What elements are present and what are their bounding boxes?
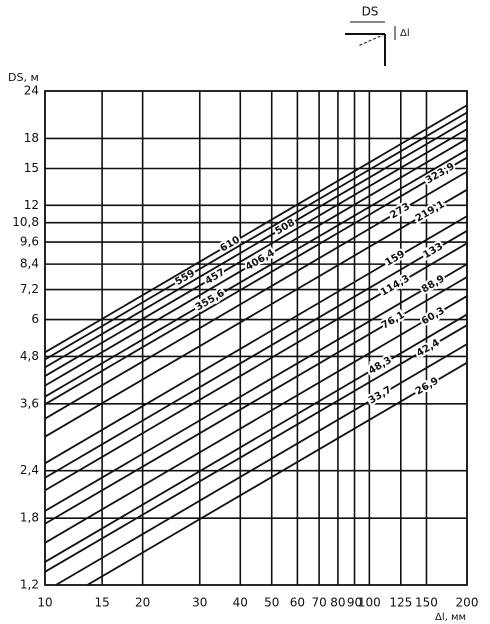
y-tick-label: 1,2: [20, 578, 39, 592]
series-line: [55, 343, 468, 586]
y-tick-label: 6: [31, 312, 39, 326]
y-tick-label: 7,2: [20, 282, 39, 296]
inset-label: DS: [362, 5, 379, 19]
series-line: [44, 313, 468, 563]
series-label: 60,3: [420, 305, 447, 327]
x-tick-label: 30: [192, 596, 207, 610]
inset-diagram: [345, 21, 396, 66]
series-line: [44, 119, 468, 369]
series-line: [44, 324, 468, 573]
series-line: [44, 295, 468, 544]
y-tick-label: 9,6: [20, 235, 39, 249]
y-tick-label: 12: [24, 198, 39, 212]
series-line: [44, 149, 468, 398]
plot-frame: [44, 90, 468, 586]
series-line: [44, 230, 468, 479]
series-line: [44, 188, 468, 438]
series-line: [44, 111, 468, 361]
x-tick-label: 100: [358, 596, 381, 610]
y-tick-label: 18: [24, 131, 39, 145]
x-tick-label: 80: [330, 596, 345, 610]
series-line: [86, 361, 468, 586]
series-label: 48,3: [367, 355, 394, 377]
x-axis-label: Δl, мм: [435, 612, 466, 623]
inset-label: Δl: [400, 28, 410, 39]
x-tick-label: 40: [233, 596, 248, 610]
y-tick-label: 24: [24, 84, 39, 98]
y-tick-label: 15: [24, 161, 39, 175]
x-tick-label: 200: [456, 596, 479, 610]
series-line: [44, 138, 468, 387]
series-line: [44, 242, 468, 492]
x-tick-label: 150: [415, 596, 438, 610]
x-tick-label: 10: [37, 596, 52, 610]
series-line: [44, 276, 468, 525]
y-tick-label: 4,8: [20, 349, 39, 363]
y-tick-label: 10,8: [12, 215, 39, 229]
series-line: [44, 170, 468, 420]
series-label: 159: [383, 249, 407, 269]
x-tick-label: 125: [389, 596, 412, 610]
series-line: [44, 263, 468, 512]
series-line: [44, 104, 468, 354]
y-axis-label: DS, м: [8, 71, 39, 84]
series-line: [44, 156, 468, 406]
x-tick-label: 70: [311, 596, 326, 610]
series-label: 114,3: [379, 273, 412, 298]
x-tick-label: 15: [94, 596, 109, 610]
y-tick-label: 8,4: [20, 257, 39, 271]
series-label: 457: [203, 267, 227, 287]
x-tick-label: 20: [135, 596, 150, 610]
series-label: 219,1: [414, 199, 447, 224]
x-tick-label: 90: [347, 596, 362, 610]
x-tick-label: 60: [290, 596, 305, 610]
y-tick-label: 3,6: [20, 396, 39, 410]
x-tick-label: 50: [264, 596, 279, 610]
series-line: [44, 215, 468, 465]
series-label: 508: [273, 217, 297, 237]
y-tick-label: 2,4: [20, 463, 39, 477]
y-tick-label: 1,8: [20, 511, 39, 525]
series-line: [44, 128, 468, 377]
